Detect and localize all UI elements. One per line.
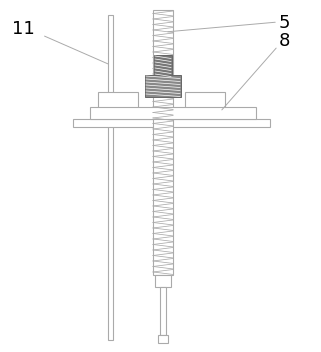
Bar	[145, 75, 181, 97]
Text: 5: 5	[279, 14, 291, 32]
Bar	[155, 275, 171, 287]
Bar	[98, 92, 138, 122]
Bar	[160, 287, 166, 335]
Bar	[73, 119, 270, 127]
Bar	[90, 107, 256, 119]
Bar	[108, 15, 113, 340]
Bar	[154, 55, 172, 75]
Text: 8: 8	[279, 32, 291, 50]
Bar	[158, 335, 168, 343]
Bar	[153, 10, 173, 275]
Text: 11: 11	[12, 20, 35, 38]
Bar	[185, 92, 225, 122]
